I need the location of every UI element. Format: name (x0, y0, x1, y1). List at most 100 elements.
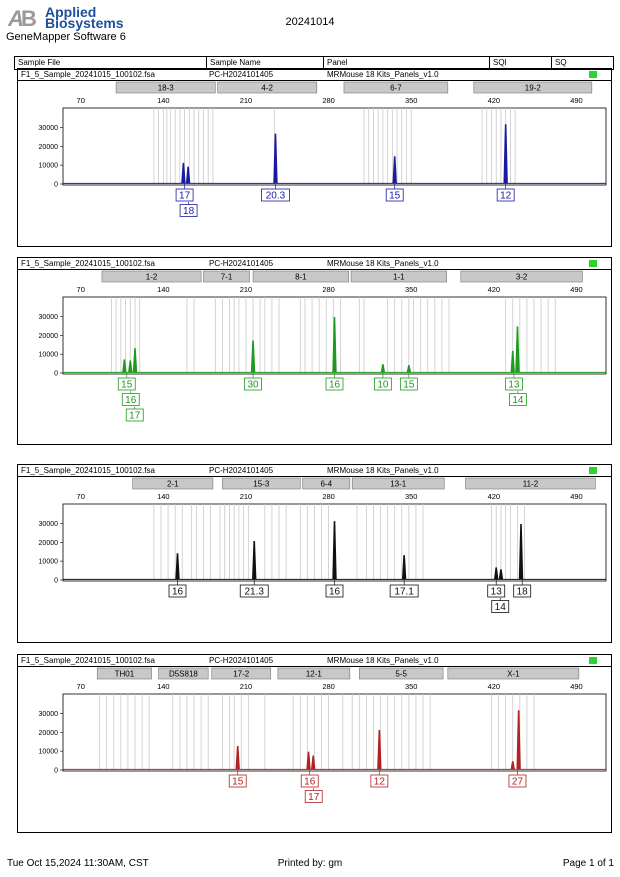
marker-label: 1-2 (146, 273, 158, 282)
marker-bar-rect (473, 81, 593, 94)
marker-bar-rect (351, 477, 445, 490)
allele-label: 12 (500, 191, 512, 202)
x-tick-label: 210 (240, 682, 253, 691)
electropherogram-panel-black: F1_5_Sample_20241015_100102.fsa PC-H2024… (17, 464, 612, 643)
y-tick-label: 0 (54, 371, 58, 378)
peak (516, 710, 521, 770)
panel-name: MRMouse 18 Kits_Panels_v1.0 (327, 259, 439, 268)
y-tick-label: 30000 (39, 711, 59, 718)
svg-text:A: A (7, 6, 24, 31)
panel-info-row: F1_5_Sample_20241015_100102.fsa PC-H2024… (18, 655, 611, 667)
peak (122, 359, 127, 373)
y-tick-label: 10000 (39, 749, 59, 756)
svg-text:B: B (21, 6, 37, 31)
allele-label: 12 (374, 777, 386, 788)
allele-label: 10 (377, 380, 389, 391)
allele-box (325, 584, 344, 598)
sample-name: PC-H2024101405 (209, 466, 274, 475)
allele-box (117, 377, 136, 391)
sq-pass-indicator (589, 71, 597, 78)
allele-label: 18 (183, 206, 195, 217)
allele-box (125, 408, 144, 422)
marker-bar-rect (132, 477, 214, 490)
marker-label: 6-4 (320, 480, 332, 489)
y-tick-label: 20000 (39, 540, 59, 547)
allele-call: 30 (244, 373, 262, 391)
marker-bar-15-3: 15-3 (222, 477, 301, 490)
allele-call: 16 (121, 391, 140, 406)
marker-bar-rect (460, 270, 583, 283)
allele-box (168, 584, 187, 598)
column-header-row: Sample File Sample Name Panel SQI SQ (14, 56, 614, 70)
allele-box (487, 584, 506, 598)
x-tick-label: 210 (240, 492, 253, 501)
allele-call: 17.1 (389, 580, 419, 598)
marker-bar-rect (277, 667, 351, 680)
sample-file: F1_5_Sample_20241015_100102.fsa (21, 259, 155, 268)
peak (128, 360, 133, 373)
peak (235, 746, 240, 770)
marker-bar-6-4: 6-4 (302, 477, 351, 490)
marker-bar-1-1: 1-1 (350, 270, 447, 283)
marker-label: X-1 (507, 670, 520, 679)
y-tick-label: 0 (54, 768, 58, 775)
x-tick-label: 490 (570, 285, 583, 294)
y-tick-label: 10000 (39, 163, 59, 170)
allele-box (175, 188, 194, 202)
sample-file: F1_5_Sample_20241015_100102.fsa (21, 656, 155, 665)
panel-info-row: F1_5_Sample_20241015_100102.fsa PC-H2024… (18, 465, 611, 477)
column-sqi: SQI (489, 57, 507, 69)
column-sq: SQ (551, 57, 567, 69)
allele-label: 16 (329, 587, 341, 598)
peak (132, 348, 138, 373)
allele-box (370, 774, 389, 788)
marker-label: D5S818 (169, 670, 198, 679)
marker-bar-13-1: 13-1 (351, 477, 445, 490)
x-tick-label: 490 (570, 492, 583, 501)
allele-call: 13 (505, 373, 523, 391)
allele-box (509, 393, 527, 406)
peak (510, 350, 515, 373)
marker-bar-7-1: 7-1 (203, 270, 250, 283)
allele-box (239, 584, 269, 598)
allele-label: 27 (512, 777, 524, 788)
run-date: 20241014 (285, 16, 335, 28)
marker-bar-5-5: 5-5 (358, 667, 444, 680)
allele-call: 12 (370, 770, 389, 788)
allele-label: 17 (308, 792, 320, 803)
y-tick-label: 30000 (39, 314, 59, 321)
peak (494, 567, 499, 580)
panel-name: MRMouse 18 Kits_Panels_v1.0 (327, 466, 439, 475)
sample-name: PC-H2024101405 (209, 656, 274, 665)
sample-file: F1_5_Sample_20241015_100102.fsa (21, 466, 155, 475)
allele-call: 27 (508, 770, 527, 788)
allele-label: 21.3 (244, 587, 264, 598)
peak (406, 365, 412, 373)
marker-bar-3-2: 3-2 (460, 270, 583, 283)
electropherogram-panel-blue: F1_5_Sample_20241015_100102.fsa PC-H2024… (17, 68, 612, 247)
allele-label: 15 (403, 380, 415, 391)
allele-call: 14 (491, 598, 510, 613)
software-name: GeneMapper Software 6 (6, 31, 126, 43)
x-tick-label: 140 (157, 682, 170, 691)
marker-bar-rect (115, 81, 216, 94)
allele-call: 18 (179, 202, 198, 217)
column-sample-name: Sample Name (206, 57, 261, 69)
marker-label: 8-1 (295, 273, 307, 282)
marker-bar-rect (343, 81, 449, 94)
y-tick-label: 10000 (39, 352, 59, 359)
allele-box (373, 377, 392, 391)
allele-call: 15 (385, 184, 404, 202)
marker-label: 18-3 (158, 84, 175, 93)
marker-bar-rect (217, 81, 318, 94)
peak (306, 751, 311, 770)
electropherogram-chart-blue: 18-3 4-2 6-7 19-2 70 140 210 280 350 420 490 0 10000… (39, 81, 607, 217)
marker-bar-8-1: 8-1 (252, 270, 349, 283)
allele-label: 30 (247, 380, 259, 391)
marker-label: 1-1 (393, 273, 405, 282)
allele-call: 17 (304, 788, 323, 803)
marker-bar-rect (211, 667, 272, 680)
sq-pass-indicator (589, 260, 597, 267)
peak (401, 555, 407, 580)
allele-box (244, 377, 262, 391)
